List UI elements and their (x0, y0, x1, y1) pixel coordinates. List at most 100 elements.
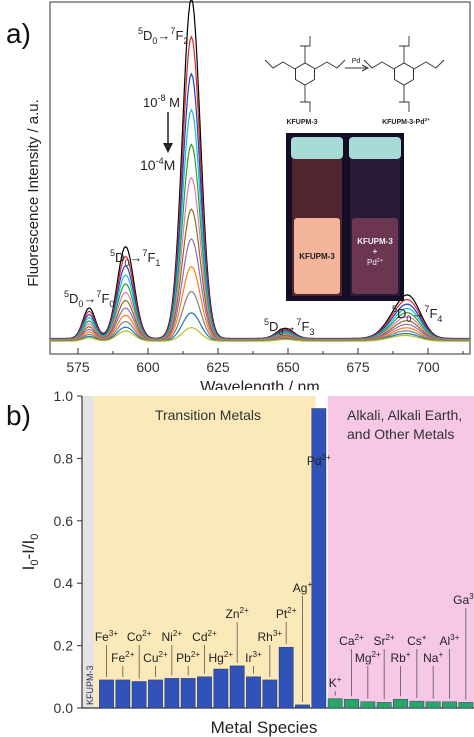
control-label: KFUPM-3 (85, 665, 95, 705)
y-axis-label: I0-I/I0 (19, 534, 41, 571)
x-tick-label: 600 (136, 359, 160, 375)
other-metals-title-line2: and Other Metals (347, 426, 454, 442)
concentration-high-label: 10-8 M (143, 93, 180, 110)
bar-Co2+ (131, 681, 147, 709)
y-axis-label: Fluorescence Intensity / a.u. (25, 99, 42, 287)
bar-Rb+ (393, 699, 408, 709)
compound-right-label: KFUPM-3-Pd2+ (382, 117, 430, 126)
benzene-ring (295, 62, 315, 86)
label-Cu2+: Cu2+ (143, 650, 168, 665)
panel-a-letter: a) (6, 18, 31, 49)
bar-Cu2+ (148, 679, 163, 709)
concentration-arrow-head (163, 143, 173, 153)
bar-Rh3+ (262, 679, 278, 709)
vial-right-label-3: Pd2+ (367, 258, 383, 267)
bar-Ni2+ (164, 678, 180, 709)
label-Rb+: Rb+ (390, 650, 410, 665)
label-Pd2+: Pd2+ (307, 453, 331, 468)
label-Sr2+: Sr2+ (374, 633, 396, 648)
compound-left-label: KFUPM-3 (286, 119, 317, 126)
left-chain (264, 59, 296, 70)
bar-K+ (327, 698, 343, 709)
control-region (82, 396, 95, 708)
x-tick-label: 650 (276, 359, 300, 375)
vial-right-liquid (352, 218, 398, 294)
reaction-arrow-head (361, 64, 370, 72)
vial-right-cap (349, 137, 401, 159)
bar-Fe2+ (115, 679, 131, 709)
vial-left-label: KFUPM-3 (299, 252, 335, 261)
right-chain (314, 59, 346, 70)
bottom-chain (300, 85, 311, 112)
molecule-kfupm3-pd (363, 36, 445, 112)
label-Zn2+: Zn2+ (226, 606, 250, 621)
benzene-ring (394, 62, 414, 86)
bar-Ga3+ (458, 702, 474, 709)
label-Rh3+: Rh3+ (258, 629, 283, 644)
label-Mg2+: Mg2+ (355, 650, 381, 665)
concentration-low-label: 10-4M (140, 156, 175, 173)
spectrum-series-line (50, 35, 470, 340)
label-Ir3+: Ir3+ (245, 650, 262, 665)
label-Pt2+: Pt2+ (276, 606, 297, 621)
vial-left-glow (294, 218, 340, 294)
right-chain (413, 59, 445, 70)
peak-label-F0: 5D0→7F0 (64, 289, 114, 309)
vial-left-cap (291, 137, 343, 159)
bar-Hg2+ (213, 668, 229, 709)
reaction-scheme-inset: Pd KFUPM-3 KFUPM-3-Pd2+ (264, 36, 445, 126)
plot-frame (49, 1, 471, 355)
transition-metals-region (94, 396, 316, 708)
label-Ga3+: Ga3+ (453, 592, 474, 607)
label-Fe2+: Fe2+ (111, 650, 135, 665)
x-tick-label: 575 (66, 359, 90, 375)
bar-Pb2+ (180, 678, 196, 709)
bar-Zn2+ (229, 665, 245, 709)
spectrum-series-line (50, 326, 470, 342)
label-Pb2+: Pb2+ (176, 650, 200, 665)
label-Cs+: Cs+ (407, 633, 427, 648)
bar-Ca2+ (344, 699, 359, 709)
molecule-kfupm3 (264, 36, 346, 112)
spectrum-series-line (50, 0, 470, 340)
peak-label-F1: 5D0→7F1 (110, 248, 160, 268)
x-axis-label: Metal Species (211, 718, 318, 737)
y-tick-label: 0.8 (54, 450, 74, 466)
emission-spectrum-chart: 575 600 625 650 675 700 Wavelength / nm Fluores… (25, 0, 471, 390)
vial-right-label-1: KFUPM-3 (357, 237, 393, 246)
vial-right-label-2: + (373, 247, 378, 256)
label-Co2+: Co2+ (127, 629, 152, 644)
bar-Al3+ (442, 701, 457, 709)
peak-label-F2: 5D0→7F2 (138, 26, 188, 46)
label-Ca2+: Ca2+ (339, 633, 364, 648)
label-Hg2+: Hg2+ (209, 650, 234, 665)
bar-Na+ (425, 701, 441, 709)
panel-b-letter: b) (6, 400, 31, 431)
top-chain (399, 36, 410, 63)
label-K+: K+ (329, 675, 342, 690)
bottom-chain (399, 85, 410, 112)
x-tick-label: 675 (346, 359, 370, 375)
top-chain (300, 36, 311, 63)
label-Fe3+: Fe3+ (95, 629, 119, 644)
x-tick-label: 700 (416, 359, 440, 375)
label-Cd2+: Cd2+ (192, 629, 217, 644)
label-Ni2+: Ni2+ (162, 629, 183, 644)
label-Al3+: Al3+ (440, 633, 460, 648)
label-Na+: Na+ (423, 650, 443, 665)
bar-Fe3+ (99, 679, 114, 709)
bar-Sr2+ (376, 702, 392, 709)
bar-Pt2+ (278, 646, 294, 709)
bar-Mg2+ (360, 701, 376, 709)
bar-Ir3+ (246, 676, 261, 709)
label-Ag+: Ag+ (293, 580, 313, 595)
other-metals-title-line1: Alkali, Alkali Earth, (347, 407, 462, 423)
peak-label-F3: 5D0→7F3 (264, 317, 314, 337)
y-tick-label: 0.2 (54, 638, 74, 654)
bar-Ag+ (295, 704, 310, 709)
y-tick-label: 0.0 (54, 700, 74, 716)
bar-Cd2+ (197, 676, 212, 709)
y-tick-label: 1.0 (54, 390, 74, 404)
reagent-label: Pd (352, 58, 361, 65)
